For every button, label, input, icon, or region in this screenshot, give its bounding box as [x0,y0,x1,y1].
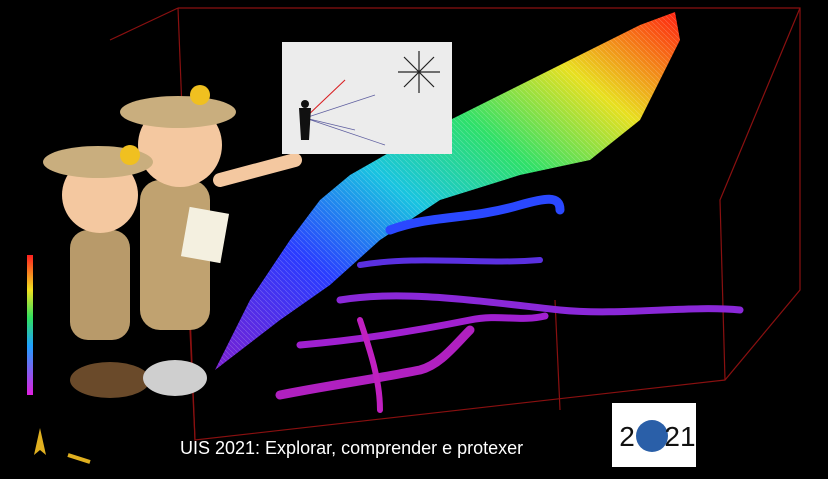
inset-diagram [282,42,452,154]
caption: UIS 2021: Explorar, comprender e protexe… [180,438,523,458]
logo-right: 21 [664,421,695,452]
poster: 2 21 UIS 2021: Explorar, comprender e pr… [0,0,828,479]
color-scale [27,255,33,395]
logo: 2 21 [612,403,696,467]
logo-left: 2 [619,421,635,452]
page: 2 21 UIS 2021: Explorar, comprender e pr… [0,0,828,479]
